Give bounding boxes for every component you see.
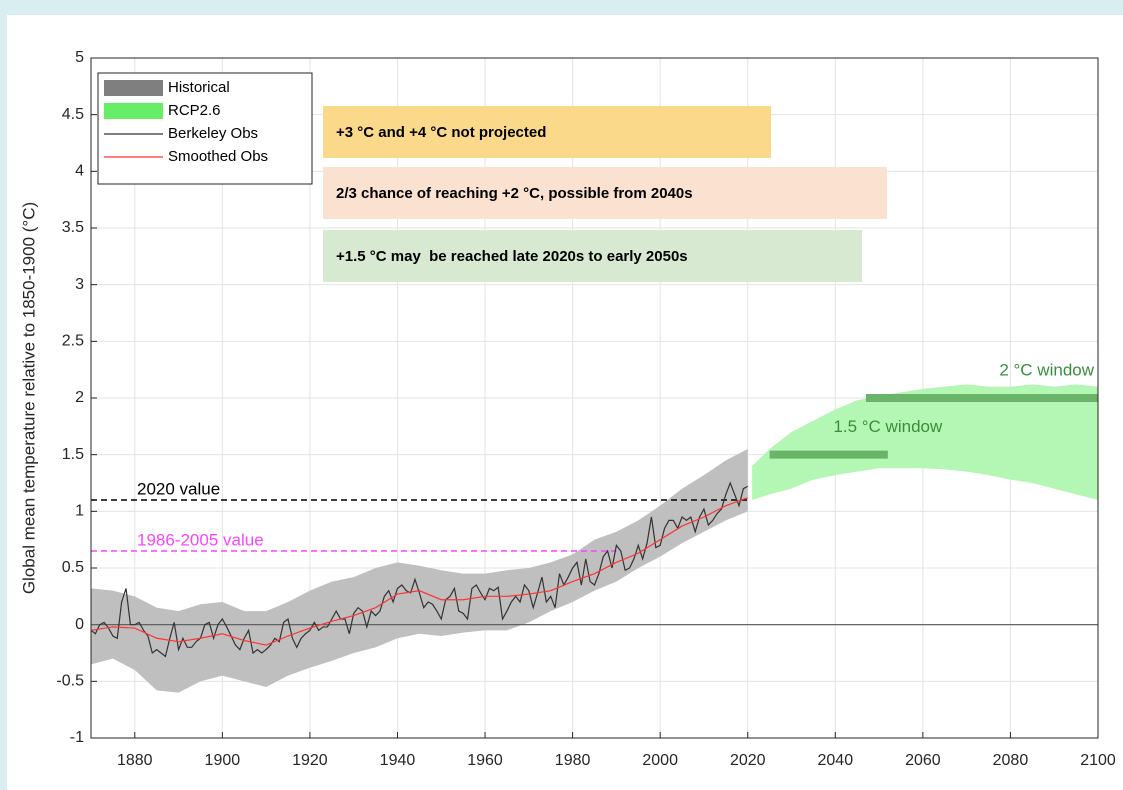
y-tick-label: 2.5 xyxy=(62,333,84,350)
x-tick-label: 2060 xyxy=(905,752,941,769)
x-tick-label: 2000 xyxy=(642,752,678,769)
x-tick-label: 1960 xyxy=(467,752,503,769)
y-axis-label: Global mean temperature relative to 1850… xyxy=(19,202,38,594)
legend-label: RCP2.6 xyxy=(168,102,221,119)
x-tick-label: 2040 xyxy=(818,752,854,769)
x-tick-label: 1980 xyxy=(555,752,591,769)
annotation-text: +3 °C and +4 °C not projected xyxy=(336,124,546,141)
window-label: 1.5 °C window xyxy=(833,417,943,436)
annotation-box xyxy=(323,230,862,282)
annotation-text: 2/3 chance of reaching +2 °C, possible f… xyxy=(336,185,693,202)
y-tick-label: 0.5 xyxy=(62,559,84,576)
y-tick-label: 4 xyxy=(75,163,84,180)
y-tick-label: 0 xyxy=(75,616,84,633)
y-tick-label: 4.5 xyxy=(62,106,84,123)
x-tick-label: 2080 xyxy=(993,752,1029,769)
y-tick-label: -0.5 xyxy=(56,673,84,690)
y-tick-label: 3.5 xyxy=(62,219,84,236)
x-tick-label: 2020 xyxy=(730,752,766,769)
y-tick-label: 5 xyxy=(75,49,84,66)
x-tick-label: 1900 xyxy=(205,752,241,769)
band xyxy=(91,449,748,693)
y-tick-label: 3 xyxy=(75,276,84,293)
band xyxy=(752,384,1098,500)
annotation-text: +1.5 °C may be reached late 2020s to ear… xyxy=(336,248,688,265)
reference-label: 2020 value xyxy=(137,479,220,498)
y-tick-label: 1 xyxy=(75,503,84,520)
reference-label: 1986-2005 value xyxy=(137,530,264,549)
legend-label: Berkeley Obs xyxy=(168,125,258,142)
x-tick-label: 2100 xyxy=(1080,752,1116,769)
window-label: 2 °C window xyxy=(999,360,1094,379)
legend-label: Historical xyxy=(168,79,230,96)
y-tick-label: 2 xyxy=(75,389,84,406)
annotation-box xyxy=(323,106,771,158)
x-tick-label: 1940 xyxy=(380,752,416,769)
y-tick-label: -1 xyxy=(70,729,84,746)
legend-swatch xyxy=(104,103,163,119)
series-line xyxy=(90,497,748,646)
x-tick-label: 1920 xyxy=(292,752,328,769)
x-tick-label: 1880 xyxy=(117,752,153,769)
legend-swatch xyxy=(104,80,163,96)
annotation-box xyxy=(323,167,887,219)
plot-frame xyxy=(90,57,1099,739)
y-tick-label: 1.5 xyxy=(62,446,84,463)
legend-label: Smoothed Obs xyxy=(168,148,268,165)
